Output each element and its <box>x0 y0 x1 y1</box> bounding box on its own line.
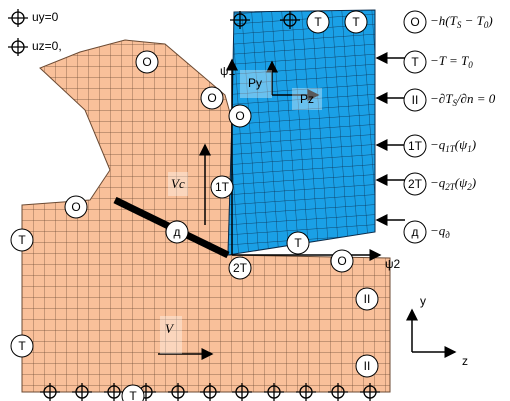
boundary-marker <box>403 172 427 196</box>
formula-part: −q <box>430 137 446 152</box>
legend-formula: −q2T(ψ2) <box>430 175 476 192</box>
boundary-label: O <box>142 55 151 69</box>
formula-part: 0 <box>468 60 473 70</box>
formula-part: д <box>445 230 450 240</box>
boundary-marker <box>200 86 224 110</box>
boundary-marker <box>286 231 310 255</box>
constraint-label: uz=0, <box>32 39 62 53</box>
formula-part: −h(T <box>430 13 458 28</box>
solid-mesh <box>21 39 391 393</box>
boundary-marker <box>403 220 427 244</box>
boundary-label: T <box>18 339 26 353</box>
legend-formula: −T = T0 <box>430 53 473 70</box>
boundary-label: O <box>410 15 419 29</box>
label: Py <box>248 76 262 90</box>
boundary-marker <box>228 256 252 280</box>
highlight <box>292 88 322 110</box>
formula-part: 2T <box>445 182 456 192</box>
formula-part: −∂T <box>430 91 453 106</box>
boundary-marker <box>165 220 189 244</box>
boundary-marker <box>10 228 34 252</box>
label: V <box>165 321 175 336</box>
boundary-marker <box>64 195 88 219</box>
boundary-label: 2T <box>408 177 423 191</box>
boundary-marker <box>403 88 427 112</box>
boundary-label: T <box>352 15 360 29</box>
boundary-marker <box>306 10 330 34</box>
boundary-label: T <box>129 389 137 401</box>
label: Pz <box>300 92 314 106</box>
highlight <box>168 172 188 196</box>
formula-part: ) <box>471 137 476 152</box>
boundary-marker <box>403 50 427 74</box>
formula-part: − T <box>461 13 484 28</box>
boundary-label: O <box>235 109 244 123</box>
boundary-label: T <box>294 236 302 250</box>
formula-part: /∂n = 0 <box>456 91 496 106</box>
label: ψ2 <box>385 257 401 271</box>
label: ψ1 <box>220 64 236 78</box>
formula-part: ) <box>471 175 476 190</box>
legend-formula: −∂TS/∂n = 0 <box>430 91 496 108</box>
boundary-marker <box>135 50 159 74</box>
boundary-label: T <box>411 55 419 69</box>
highlight <box>160 316 182 354</box>
formula-part: S <box>457 20 462 30</box>
formula-part: 1T <box>445 144 456 154</box>
label: y <box>420 294 426 308</box>
boundary-label: O <box>71 200 80 214</box>
boundary-marker <box>228 104 252 128</box>
formula-part: 0 <box>484 20 489 30</box>
arrows <box>158 52 457 360</box>
boundary-marker <box>330 249 354 273</box>
label: z <box>462 354 468 368</box>
fluid-mesh <box>227 9 376 256</box>
formula-part: 1 <box>467 144 472 154</box>
boundary-label: T <box>18 233 26 247</box>
formula-part: (ψ <box>455 137 468 152</box>
boundary-label: II <box>364 359 371 373</box>
boundary-label: 2T <box>233 261 248 275</box>
boundary-label: II <box>412 93 419 107</box>
boundary-label: O <box>207 91 216 105</box>
boundary-marker <box>344 10 368 34</box>
boundary-marker <box>121 384 145 401</box>
boundary-marker <box>355 287 379 311</box>
boundary-label: T <box>314 15 322 29</box>
legend-formula: −h(TS − T0) <box>430 13 493 30</box>
boundary-marker <box>210 175 234 199</box>
formula-part: −q <box>430 175 446 190</box>
boundary-marker <box>403 134 427 158</box>
boundary-label: 1T <box>215 180 230 194</box>
boundary-label: II <box>364 292 371 306</box>
label: Vc <box>171 176 185 191</box>
boundary-marker <box>10 334 34 358</box>
legend-formula: −q1T(ψ1) <box>430 137 476 154</box>
boundary-label: д <box>173 225 180 239</box>
formula-part: S <box>452 98 457 108</box>
legend-formula: −qд <box>430 223 450 240</box>
boundary-label: 1T <box>408 139 423 153</box>
boundary-label: д <box>411 225 418 239</box>
highlight <box>240 70 272 98</box>
formula-part: (ψ <box>455 175 468 190</box>
boundary-label: O <box>337 254 346 268</box>
formula-part: −T = T <box>430 53 469 68</box>
boundary-marker <box>403 10 427 34</box>
formula-part: −q <box>430 223 446 238</box>
boundary-marker <box>355 354 379 378</box>
formula-part: ) <box>487 13 492 28</box>
formula-part: 2 <box>467 182 472 192</box>
constraint-label: uy=0 <box>32 10 59 24</box>
